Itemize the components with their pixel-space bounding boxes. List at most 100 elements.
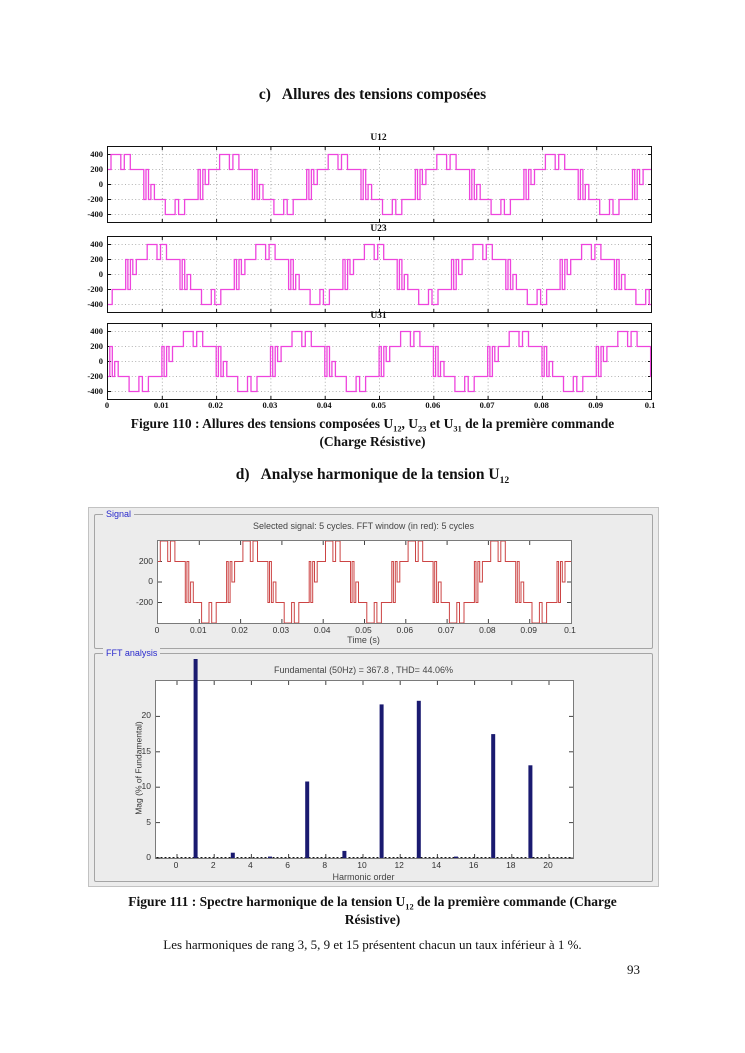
- signal-x-tick-label: 0.1: [564, 625, 576, 635]
- caption-110-text: , U: [401, 416, 419, 431]
- heading-d-sub12: 12: [499, 475, 510, 487]
- body-paragraph: Les harmoniques de rang 3, 5, 9 et 15 pr…: [163, 937, 582, 952]
- u23-waveform-plot: [107, 236, 652, 313]
- y-tick-label: -400: [87, 298, 103, 309]
- x-tick-label: 0.04: [316, 400, 332, 410]
- y-tick-label: -200: [87, 370, 103, 381]
- fft-ylabel: Mag (% of Fundamental): [133, 721, 144, 815]
- y-tick-label: 400: [90, 148, 103, 159]
- signal-y-tick-label: -200: [135, 596, 153, 607]
- subplot-title-u31: U31: [370, 311, 387, 321]
- signal-x-tick-label: 0.04: [313, 625, 331, 635]
- fft-x-tick-label: 2: [210, 860, 216, 870]
- page-number: 93: [627, 962, 640, 977]
- signal-x-tick-label: 0.06: [396, 625, 414, 635]
- fft-spectrum-svg: [156, 659, 573, 859]
- y-tick-label: 200: [90, 253, 103, 264]
- y-tick-label: 200: [90, 163, 103, 174]
- x-tick-label: 0.02: [208, 400, 224, 410]
- signal-x-tick-label: 0.09: [520, 625, 537, 635]
- heading-d-text: Analyse harmonique de la tension U: [260, 466, 500, 483]
- figure-110-caption: Figure 110 : Allures des tensions compos…: [60, 415, 685, 451]
- caption-110-text: et U: [426, 416, 454, 431]
- signal-plot-title: Selected signal: 5 cycles. FFT window (i…: [253, 521, 474, 531]
- signal-groupbox: Signal Selected signal: 5 cycles. FFT wi…: [94, 509, 653, 649]
- signal-x-tick-label: 0.02: [231, 625, 248, 635]
- caption-111-text: de la première commande (Charge: [413, 894, 617, 909]
- x-tick-label: 0: [104, 400, 110, 410]
- y-tick-label: -200: [87, 193, 103, 204]
- fft-y-tick-label: 15: [141, 745, 151, 756]
- x-tick-label: 0.09: [588, 400, 604, 410]
- fft-x-tick-label: 6: [285, 860, 290, 870]
- signal-x-tick-label: 0.08: [479, 625, 496, 635]
- signal-xlabel: Time (s): [347, 635, 380, 645]
- caption-110-sub31: 31: [453, 424, 462, 434]
- fft-x-tick-label: 18: [506, 860, 516, 870]
- fft-groupbox-label: FFT analysis: [103, 648, 161, 658]
- y-tick-label: 400: [90, 238, 103, 249]
- signal-waveform-svg: [158, 541, 571, 623]
- x-tick-label: 0.05: [371, 400, 386, 410]
- u31-waveform-plot: [107, 323, 652, 400]
- x-tick-label: 0.08: [533, 400, 549, 410]
- fft-x-tick-label: 14: [431, 860, 442, 870]
- fft-x-tick-label: 12: [394, 860, 404, 870]
- fft-x-tick-label: 16: [468, 860, 479, 870]
- heading-d-marker: d): [235, 466, 250, 483]
- u12-waveform-svg: [108, 147, 651, 222]
- caption-111-line2: Résistive): [344, 912, 401, 927]
- x-tick-label: 0.07: [479, 400, 495, 410]
- subplot-title-u12: U12: [370, 133, 387, 143]
- caption-110-sub12: 12: [393, 424, 402, 434]
- figure-111-caption: Figure 111 : Spectre harmonique de la te…: [60, 893, 685, 929]
- u23-waveform-svg: [108, 237, 651, 312]
- fft-plot-title: Fundamental (50Hz) = 367.8 , THD= 44.06%: [274, 665, 453, 675]
- signal-axes: [157, 540, 572, 624]
- fft-y-tick-label: 10: [141, 781, 151, 792]
- y-tick-label: 200: [90, 340, 103, 351]
- caption-110-text: Figure 110 : Allures des tensions compos…: [130, 416, 394, 431]
- fft-xlabel: Harmonic order: [332, 872, 395, 882]
- y-tick-label: 400: [90, 325, 103, 336]
- fft-spectrum-axes: [155, 659, 574, 859]
- caption-111-text: Figure 111 : Spectre harmonique de la te…: [128, 894, 406, 909]
- x-tick-label: 0.01: [153, 400, 169, 410]
- fft-y-tick-label: 0: [146, 852, 151, 862]
- subplot-title-u23: U23: [370, 224, 387, 234]
- section-heading-d: d) Analyse harmonique de la tension U12: [0, 466, 745, 487]
- u31-waveform-svg: [108, 324, 651, 399]
- y-tick-label: 0: [98, 178, 103, 189]
- caption-110-line2: (Charge Résistive): [319, 434, 426, 449]
- caption-111-sub12: 12: [405, 902, 414, 912]
- caption-110-sub23: 23: [418, 424, 427, 434]
- fft-x-tick-label: 10: [357, 860, 367, 870]
- y-tick-label: 0: [98, 268, 103, 279]
- y-tick-label: 0: [98, 355, 103, 366]
- fft-y-tick-label: 20: [141, 710, 151, 721]
- y-tick-label: -400: [87, 208, 103, 219]
- x-tick-label: 0.06: [425, 400, 441, 410]
- signal-groupbox-label: Signal: [103, 509, 135, 519]
- y-tick-label: -400: [87, 385, 103, 396]
- caption-110-text: de la première commande: [461, 416, 615, 431]
- signal-x-tick-label: 0: [154, 625, 160, 635]
- signal-x-tick-label: 0.01: [190, 625, 207, 635]
- fft-y-tick-label: 5: [146, 816, 151, 827]
- section-heading-c: c) Allures des tensions composées: [0, 86, 745, 104]
- signal-x-tick-label: 0.03: [272, 625, 290, 635]
- signal-y-tick-label: 200: [138, 555, 153, 566]
- signal-y-tick-label: 0: [148, 576, 153, 586]
- fft-x-tick-label: 4: [248, 860, 253, 870]
- signal-x-tick-label: 0.07: [437, 625, 455, 635]
- matlab-fft-window: Signal Selected signal: 5 cycles. FFT wi…: [88, 507, 659, 887]
- signal-x-tick-label: 0.05: [355, 625, 372, 635]
- fft-x-tick-label: 0: [173, 860, 179, 870]
- fft-analysis-groupbox: FFT analysis Fundamental (50Hz) = 367.8 …: [94, 648, 653, 882]
- u12-waveform-plot: [107, 146, 652, 223]
- heading-c-text: Allures des tensions composées: [281, 86, 487, 103]
- y-tick-label: -200: [87, 283, 103, 294]
- fft-x-tick-label: 20: [543, 860, 553, 870]
- x-tick-label: 0.1: [644, 400, 656, 410]
